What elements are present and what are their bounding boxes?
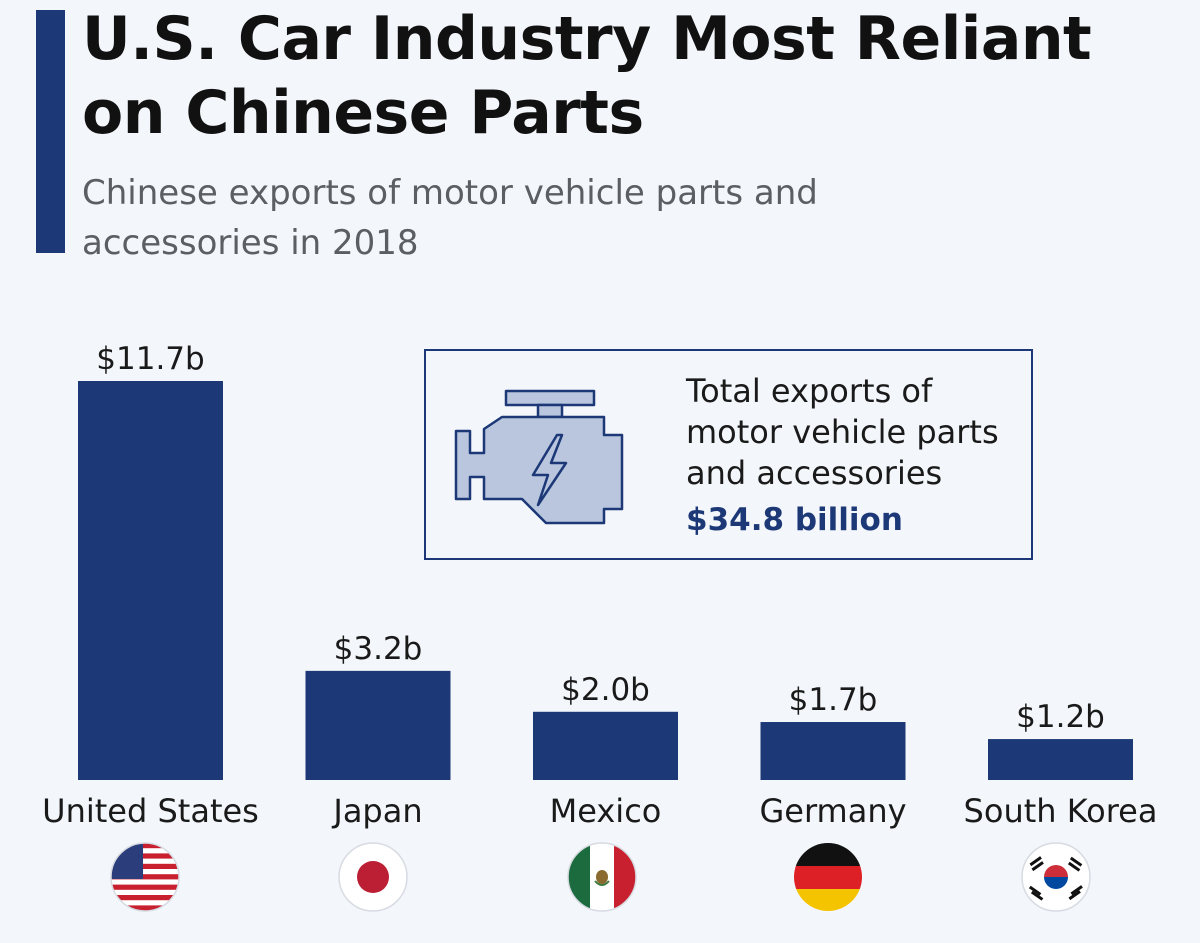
title-accent-bar (36, 10, 65, 253)
bar-japan (305, 670, 451, 780)
bar-germany (760, 722, 906, 780)
japan-flag-icon (338, 842, 408, 912)
bar-united-states (78, 381, 223, 780)
value-label-japan: $3.2b (334, 631, 423, 667)
category-label-germany: Germany (759, 792, 906, 830)
us-flag-icon (110, 842, 180, 912)
value-label-south-korea: $1.2b (1016, 699, 1105, 735)
total-exports-value: $34.8 billion (686, 502, 903, 538)
value-label-mexico: $2.0b (561, 672, 650, 708)
category-label-united-states: United States (42, 792, 259, 830)
total-exports-label: Total exports of motor vehicle parts and… (686, 372, 999, 492)
mexico-flag-icon (567, 842, 637, 912)
category-label-south-korea: South Korea (964, 792, 1158, 830)
bar-south-korea (988, 739, 1133, 780)
germany-flag-icon (794, 843, 862, 911)
value-label-united-states: $11.7b (96, 341, 204, 377)
bar-mexico (533, 711, 678, 780)
value-label-germany: $1.7b (789, 682, 878, 718)
total-exports-box: Total exports of motor vehicle parts and… (424, 349, 1033, 560)
engine-icon (454, 389, 624, 525)
chart-subtitle: Chinese exports of motor vehicle parts a… (82, 173, 818, 263)
category-label-japan: Japan (331, 792, 422, 830)
category-label-mexico: Mexico (550, 792, 662, 830)
chart-title: U.S. Car Industry Most Reliant on Chines… (82, 4, 1092, 148)
south-korea-flag-icon (1021, 842, 1091, 912)
